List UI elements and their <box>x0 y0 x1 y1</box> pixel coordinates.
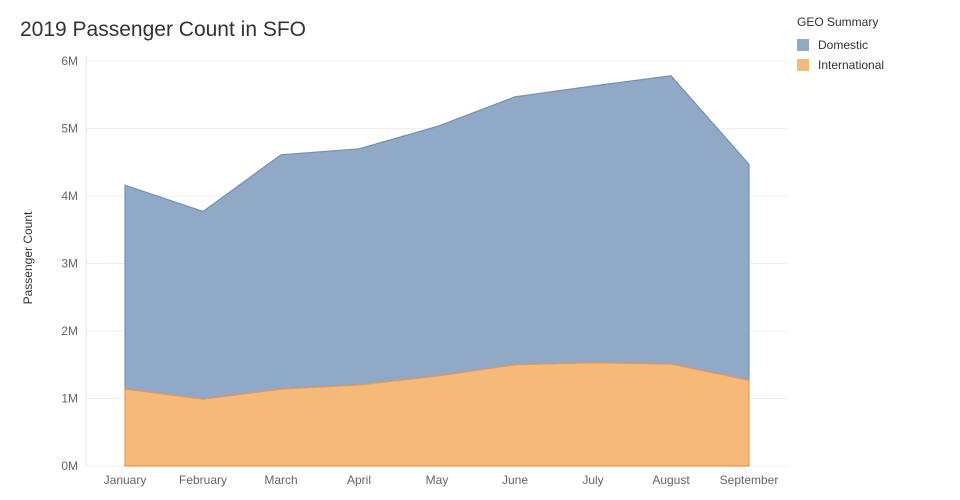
x-tick-label: June <box>502 473 528 487</box>
x-tick-label: February <box>179 473 227 487</box>
y-tick-label: 5M <box>61 122 78 136</box>
x-tick-label: January <box>104 473 147 487</box>
x-tick-label: March <box>264 473 297 487</box>
x-tick-label: April <box>347 473 371 487</box>
x-tick-label: August <box>652 473 690 487</box>
y-tick-label: 0M <box>61 459 78 473</box>
y-tick-label: 2M <box>61 324 78 338</box>
y-tick-label: 1M <box>61 392 78 406</box>
area-domestic <box>125 76 749 399</box>
y-tick-label: 4M <box>61 189 78 203</box>
x-tick-label: May <box>426 473 449 487</box>
y-tick-label: 6M <box>61 54 78 68</box>
x-tick-label: July <box>582 473 603 487</box>
y-tick-label: 3M <box>61 257 78 271</box>
x-tick-label: September <box>720 473 779 487</box>
